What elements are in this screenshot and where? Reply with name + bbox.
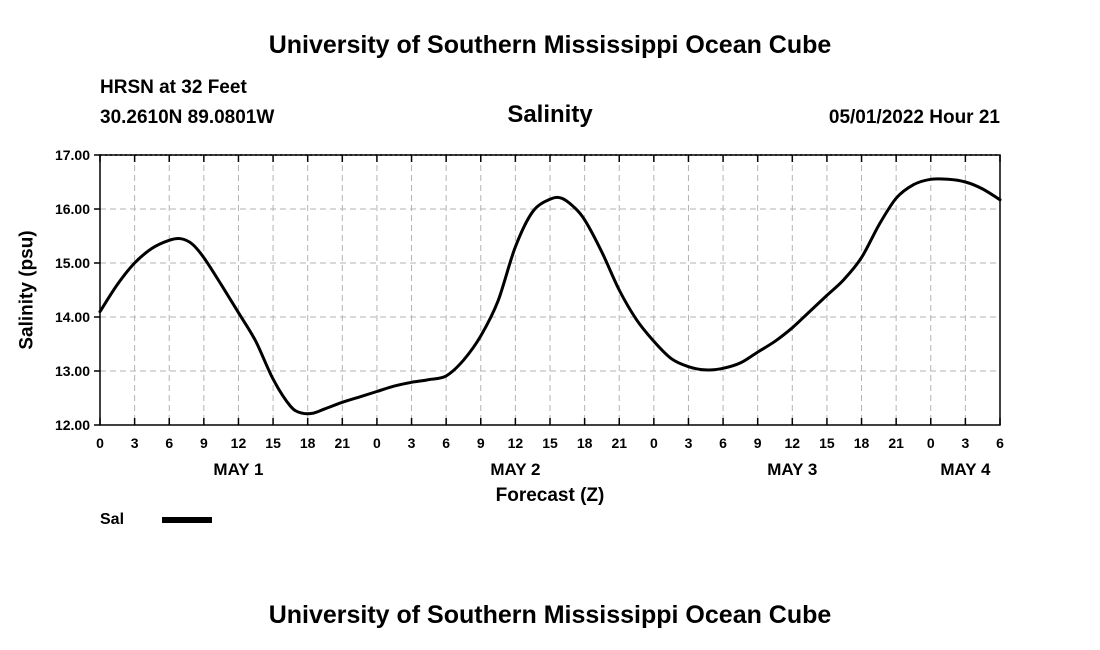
x-tick-label: 12	[231, 435, 247, 451]
day-label: MAY 3	[767, 460, 817, 479]
x-tick-label: 3	[685, 435, 693, 451]
forecast-datetime: 05/01/2022 Hour 21	[828, 107, 1000, 128]
x-tick-label: 3	[408, 435, 416, 451]
x-tick-label: 6	[996, 435, 1004, 451]
x-tick-label: 15	[265, 435, 281, 451]
coordinates-label: 30.2610N 89.0801W	[100, 107, 275, 128]
x-tick-label: 21	[888, 435, 904, 451]
x-tick-label: 18	[300, 435, 316, 451]
x-tick-label: 6	[442, 435, 450, 451]
day-label: MAY 2	[490, 460, 540, 479]
y-tick-label: 15.00	[55, 255, 90, 271]
footer-title: University of Southern Mississippi Ocean…	[268, 601, 832, 629]
y-tick-label: 12.00	[55, 417, 90, 433]
legend-label-sal: Sal	[100, 511, 125, 528]
x-tick-label: 0	[96, 435, 104, 451]
x-tick-label: 0	[373, 435, 381, 451]
station-label: HRSN at 32 Feet	[100, 77, 247, 98]
page-title: University of Southern Mississippi Ocean…	[268, 31, 832, 59]
x-tick-label: 12	[785, 435, 801, 451]
legend-line-sal	[162, 517, 212, 523]
y-tick-label: 14.00	[55, 309, 90, 325]
x-tick-label: 18	[854, 435, 870, 451]
x-tick-label: 9	[200, 435, 208, 451]
x-tick-label: 12	[508, 435, 524, 451]
x-tick-label: 3	[131, 435, 139, 451]
x-tick-label: 21	[335, 435, 351, 451]
x-tick-label: 6	[165, 435, 173, 451]
y-tick-label: 13.00	[55, 363, 90, 379]
x-tick-label: 0	[927, 435, 935, 451]
x-tick-label: 0	[650, 435, 658, 451]
chart-title: Salinity	[507, 101, 593, 128]
y-tick-label: 17.00	[55, 147, 90, 163]
day-label: MAY 1	[213, 460, 263, 479]
x-tick-label: 3	[961, 435, 969, 451]
x-tick-label: 18	[577, 435, 593, 451]
x-tick-label: 9	[754, 435, 762, 451]
series-line-sal	[98, 177, 1002, 416]
x-tick-label: 9	[477, 435, 485, 451]
day-label: MAY 4	[940, 460, 991, 479]
x-axis-label: Forecast (Z)	[496, 485, 605, 506]
x-tick-label: 15	[819, 435, 835, 451]
y-tick-label: 16.00	[55, 201, 90, 217]
x-tick-label: 6	[719, 435, 727, 451]
x-tick-label: 15	[542, 435, 558, 451]
x-tick-label: 21	[611, 435, 627, 451]
